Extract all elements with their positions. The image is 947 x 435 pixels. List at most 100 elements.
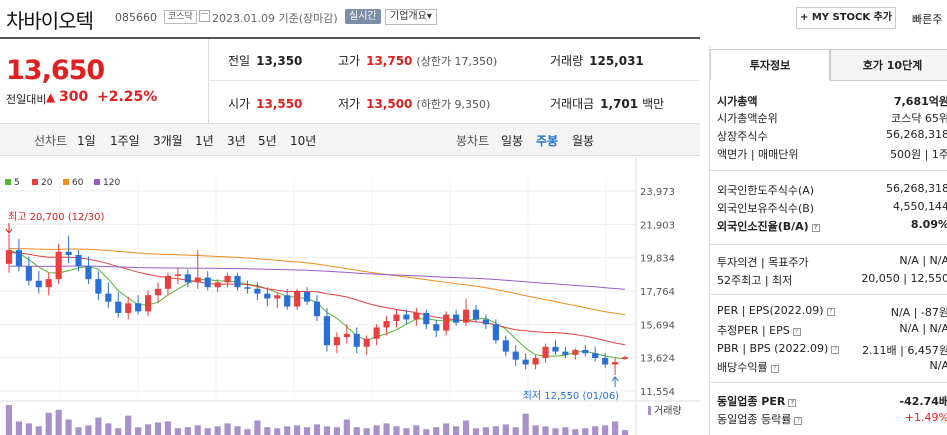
period-3y[interactable]: 3년	[227, 134, 246, 148]
candle-body	[174, 274, 181, 276]
help-icon[interactable]: ?	[831, 346, 840, 354]
volume-label: 거래량	[654, 405, 682, 417]
stat-low: 저가 13,500 (하한가 9,350)	[338, 97, 491, 111]
volume-bar	[552, 428, 559, 435]
candle-body	[373, 327, 380, 339]
candle-body	[562, 351, 569, 355]
volume-bar	[105, 423, 112, 435]
max-arrow-icon	[5, 228, 13, 234]
candle-body	[453, 314, 460, 323]
help-icon[interactable]: ?	[770, 365, 779, 373]
y-tick-label: 13,624	[640, 354, 675, 365]
volume-bar	[353, 427, 360, 435]
change-rate: +2.25%	[97, 89, 158, 105]
help-icon[interactable]: ?	[826, 308, 835, 316]
ma60-line	[9, 248, 626, 316]
candle-body	[582, 349, 589, 354]
volume-bar	[423, 429, 430, 435]
info-row: 시가총액순위 코스닥 65위	[717, 110, 947, 127]
add-my-stock-button[interactable]: + MY STOCK 추가	[796, 7, 896, 29]
info-row: 추정PER | EPS? N/A | N/A	[717, 322, 947, 339]
candle-monthly[interactable]: 월봉	[572, 134, 595, 148]
candle-body	[363, 338, 370, 347]
help-icon[interactable]: ?	[811, 224, 820, 232]
candle-body	[35, 280, 42, 288]
candle-body	[254, 288, 261, 294]
candle-body	[125, 303, 132, 313]
calendar-icon	[199, 10, 210, 22]
volume-bar	[284, 426, 291, 435]
volume-bar	[25, 423, 32, 435]
volume-bar	[144, 424, 152, 435]
stock-name: 차바이오텍	[6, 9, 94, 33]
info-row-value: 4,550,144	[893, 200, 947, 213]
period-1w[interactable]: 1주일	[110, 134, 140, 148]
volume-bar	[85, 425, 92, 435]
volume-bar	[294, 425, 301, 435]
candle-body	[194, 277, 201, 283]
volume-bar	[204, 428, 211, 435]
quick-order-link[interactable]: 빠른주	[912, 13, 943, 26]
info-row-label: 추정PER | EPS?	[717, 322, 801, 338]
volume-bar	[264, 427, 271, 435]
candle-body	[204, 277, 211, 288]
candle-daily[interactable]: 일봉	[501, 134, 524, 148]
price-chart[interactable]: 5 20 60 120 23,973 21,903 19,834 17,764 15,6…	[0, 157, 700, 435]
company-overview-button[interactable]: 기업개요▾	[385, 9, 437, 25]
stat-high: 고가 13,750 (상한가 17,350)	[338, 54, 498, 68]
chart-period-bar: 선차트 1일 1주일 3개월 1년 3년 5년 10년 봉차트 일봉 주봉 월봉	[0, 123, 700, 156]
realtime-button[interactable]: 실시간	[345, 9, 381, 24]
stat-amount: 거래대금 1,701 백만	[550, 97, 665, 111]
volume-bar	[323, 426, 331, 435]
y-tick-label: 19,834	[640, 254, 675, 265]
stock-header: 차바이오텍 085660 코스닥 2023.01.09 기준(장마감) 실시간 …	[0, 0, 947, 38]
stat-volume: 거래량 125,031	[550, 54, 644, 68]
candle-body	[522, 359, 529, 365]
info-row-label: 배당수익률?	[717, 359, 779, 375]
period-5y[interactable]: 5년	[258, 134, 277, 148]
help-icon[interactable]: ?	[788, 399, 797, 407]
period-3m[interactable]: 3개월	[153, 134, 183, 148]
volume-bar	[65, 419, 72, 435]
help-icon[interactable]: ?	[794, 417, 803, 425]
y-tick-label: 21,903	[640, 220, 675, 231]
candle-body	[55, 251, 62, 280]
candlestick-chart: 23,973 21,903 19,834 17,764 15,694 13,624 11,5…	[0, 157, 700, 435]
volume-bar	[403, 428, 410, 435]
candle-weekly[interactable]: 주봉	[536, 134, 559, 148]
info-row-label: 액면가 | 매매단위	[717, 148, 799, 161]
period-10y[interactable]: 10년	[290, 134, 317, 148]
volume-bar	[45, 412, 52, 435]
volume-bar	[532, 425, 539, 435]
tab-investment-info[interactable]: 투자정보	[710, 49, 830, 81]
info-row-label: 동일업종 PER?	[717, 393, 797, 409]
tab-orderbook-10[interactable]: 호가 10단계	[830, 49, 947, 81]
volume-bar	[612, 421, 619, 435]
candle-chart-label: 봉차트	[456, 134, 490, 148]
info-row: 상장주식수 56,268,318	[717, 128, 947, 145]
candle-body	[313, 301, 321, 317]
candle-body	[65, 251, 72, 255]
candle-body	[482, 319, 490, 325]
candle-body	[144, 295, 152, 312]
stat-prev-close: 전일 13,350	[228, 54, 303, 68]
candle-body	[413, 312, 420, 320]
change-label: 전일대비	[6, 93, 47, 106]
section-divider	[710, 244, 947, 245]
min-annotation: 최저 12,550 (01/06)	[523, 390, 619, 402]
volume-bar	[115, 428, 122, 435]
volume-bar	[234, 426, 241, 435]
candle-body	[214, 282, 221, 288]
current-price: 13,650	[6, 55, 105, 86]
candle-body	[433, 324, 440, 331]
info-row-label: 외국인보유주식수(B)	[717, 202, 815, 215]
candle-body	[393, 314, 400, 322]
help-icon[interactable]: ?	[792, 328, 801, 336]
price-summary: 13,650 전일대비 ▲ 300 +2.25% 전일 13,350 고가 13,7…	[0, 39, 700, 123]
period-1d[interactable]: 1일	[77, 134, 96, 148]
period-1y[interactable]: 1년	[195, 134, 214, 148]
candle-body	[343, 333, 350, 338]
info-row: 시가총액 7,681억원	[717, 93, 947, 110]
candle-body	[462, 309, 470, 323]
volume-bar	[333, 427, 340, 435]
